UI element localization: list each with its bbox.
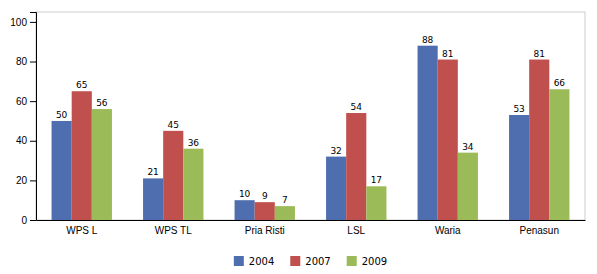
x-axis: WPS L WPS TL Pria Risti LSL Waria Penasun	[37, 221, 586, 237]
y-tick: 100	[10, 17, 36, 28]
y-tick: 60	[16, 96, 36, 107]
bar	[418, 46, 438, 220]
bar	[72, 91, 92, 220]
x-axis-line	[37, 220, 586, 221]
x-tick-label: WPS L	[66, 225, 98, 236]
legend-label: 2007	[305, 256, 330, 267]
x-tick: Pria Risti	[245, 225, 285, 236]
x-tick: WPS TL	[155, 225, 192, 236]
bar	[509, 115, 529, 220]
bar	[275, 206, 295, 220]
legend-swatch	[234, 256, 244, 266]
plot-frame	[36, 12, 585, 220]
x-tick-label: WPS TL	[155, 225, 192, 236]
data-label: 65	[76, 80, 87, 90]
y-tick-label: 80	[16, 56, 28, 67]
y-tick-label: 100	[10, 17, 27, 28]
x-tick-label: Pria Risti	[245, 225, 285, 236]
bar	[366, 186, 386, 220]
bar	[458, 153, 478, 220]
legend: 2004 2007 2009	[234, 256, 387, 267]
bars	[52, 46, 570, 220]
y-axis: 0 20 40 60 80 100	[10, 13, 36, 226]
data-label: 7	[282, 195, 288, 205]
data-label: 32	[330, 146, 341, 156]
y-tick-label: 60	[16, 96, 28, 107]
bar	[326, 157, 346, 220]
data-label: 17	[371, 175, 382, 185]
data-label: 9	[262, 191, 268, 201]
bar	[235, 200, 255, 220]
data-label: 21	[147, 167, 158, 177]
bar	[143, 178, 163, 220]
data-label: 45	[168, 120, 179, 130]
legend-swatch	[347, 256, 357, 266]
chart: 50 21 10 32 88 53 65 45 9 54 81 81 56 36 7 17 34 66 0 20 40 6…	[0, 0, 597, 274]
bar	[438, 60, 458, 220]
data-label: 54	[351, 102, 363, 112]
bar	[529, 60, 549, 220]
y-tick-mark	[30, 22, 36, 23]
y-axis-line	[30, 13, 37, 221]
x-tick: LSL	[347, 225, 365, 236]
y-tick-label: 0	[21, 215, 27, 226]
legend-item: 2007	[290, 256, 330, 267]
x-tick-label: Waria	[435, 225, 461, 236]
data-label: 50	[56, 110, 68, 120]
data-label: 34	[462, 142, 474, 152]
x-tick-label: Penasun	[520, 225, 559, 236]
x-tick: WPS L	[66, 225, 98, 236]
data-labels: 50 21 10 32 88 53 65 45 9 54 81 81 56 36 7 17 34 66	[56, 35, 565, 205]
y-tick-mark	[30, 141, 36, 142]
y-tick-label: 20	[16, 175, 28, 186]
bar-series	[52, 46, 530, 220]
x-tick: Waria	[435, 225, 461, 236]
bar	[255, 202, 275, 220]
y-tick: 20	[16, 175, 36, 186]
y-tick: 40	[16, 135, 36, 146]
y-tick: 80	[16, 56, 36, 67]
x-tick: Penasun	[520, 225, 559, 236]
bar	[183, 149, 203, 220]
bar	[92, 109, 112, 220]
bar	[163, 131, 183, 220]
y-tick-label: 40	[16, 135, 28, 146]
data-label: 53	[513, 104, 524, 114]
bar	[52, 121, 72, 220]
data-label: 36	[188, 138, 200, 148]
y-tick: 0	[21, 215, 36, 226]
bar-series	[72, 60, 550, 220]
bar	[346, 113, 366, 220]
y-tick-mark	[30, 101, 36, 102]
data-label: 81	[534, 49, 545, 59]
data-label: 10	[239, 189, 251, 199]
data-label: 66	[554, 78, 566, 88]
y-tick-mark	[30, 62, 36, 63]
legend-item: 2004	[234, 256, 274, 267]
plot-area: 50 21 10 32 88 53 65 45 9 54 81 81 56 36 7 17 34 66 0 20 40 6…	[10, 12, 585, 236]
legend-label: 2004	[249, 256, 274, 267]
legend-item: 2009	[347, 256, 387, 267]
bar	[549, 89, 569, 220]
legend-label: 2009	[362, 256, 387, 267]
y-tick-mark	[30, 180, 36, 181]
bar-series	[92, 89, 570, 220]
x-tick-label: LSL	[347, 225, 365, 236]
y-tick-mark	[30, 220, 36, 221]
legend-swatch	[290, 256, 300, 266]
data-label: 81	[442, 49, 453, 59]
data-label: 56	[96, 98, 108, 108]
data-label: 88	[422, 35, 434, 45]
